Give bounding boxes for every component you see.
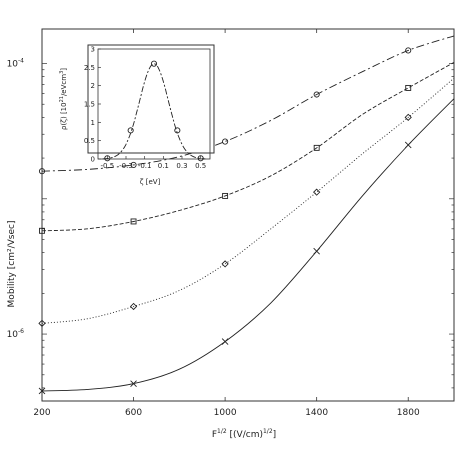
inset-y-tick-label: 3 (91, 46, 95, 54)
series-3-line (41, 77, 455, 324)
inset-y-tick-label: 2 (91, 82, 95, 90)
series-2-point (130, 218, 137, 225)
main-axis-ticks: 200 600 1000 1400 1800 10-6 10-4 (7, 29, 454, 418)
inset-series-line (102, 63, 206, 160)
inset-frame (87, 44, 215, 154)
y-axis-title: Mobility [cm²/Vsec] (7, 221, 17, 308)
inset-x-tick-label: 0.5 (195, 162, 206, 170)
x-tick-label: 1400 (305, 408, 328, 418)
inset-x-tick-label: -0.1 (138, 162, 152, 170)
inset-series-point (150, 60, 158, 67)
x-tick-label: 1000 (214, 408, 237, 418)
inset-x-tick-label: 0.1 (158, 162, 169, 170)
series-3-point (313, 188, 321, 196)
series-2-point (313, 144, 320, 151)
inset-y-axis-title: ρ(ζ) [1021/eVcm3] (59, 68, 68, 130)
x-tick-label: 1800 (397, 408, 420, 418)
series-4-point (130, 380, 137, 387)
series-3-point (129, 302, 138, 311)
inset-series-point (197, 155, 204, 162)
series-1-point (405, 47, 412, 54)
inset-x-axis-title: ζ [eV] (140, 178, 161, 186)
series-1-point (38, 168, 46, 175)
y-tick-label: 10-4 (7, 58, 25, 70)
series-4-point (221, 338, 229, 345)
series-2-line (41, 62, 455, 232)
inset-series-point (127, 127, 134, 134)
inset-x-tick-label: -0.5 (100, 162, 114, 170)
series-3-point (38, 319, 46, 327)
inset-series-point (104, 155, 111, 162)
x-tick-label: 200 (33, 408, 50, 418)
inset-x-tick-label: -0.3 (119, 162, 133, 170)
series-1-line (41, 35, 455, 172)
series-1-point (222, 138, 229, 145)
plot-frame (41, 28, 455, 402)
inset-y-tick-label: 0 (91, 156, 95, 164)
inset-y-tick-label: 1.5 (84, 101, 95, 109)
series-2-point (405, 84, 412, 91)
inset-y-tick-label: 1 (91, 119, 95, 127)
series-1-point (313, 91, 320, 98)
svg-text:F1/2 [(V/cm)1/2]: F1/2 [(V/cm)1/2] (212, 428, 276, 440)
y-tick-label: 10-6 (7, 328, 25, 340)
series-4-point (38, 387, 46, 395)
x-axis-title: F1/2 [(V/cm)1/2] (212, 428, 276, 440)
series-4-point (313, 247, 320, 255)
inset-y-tick-label: 0.5 (84, 137, 95, 145)
series-4-point (404, 141, 412, 149)
inset-series-group (102, 60, 206, 162)
series-2-point (222, 192, 229, 199)
inset-y-tick-label: 2.5 (84, 64, 95, 72)
x-tick-label: 600 (125, 408, 142, 418)
series-2-point (39, 227, 45, 234)
series-3-point (221, 260, 229, 268)
inset-x-tick-label: 0.3 (176, 162, 187, 170)
main-series-group (38, 35, 455, 395)
series-1-point (130, 161, 137, 168)
series-3-point (404, 113, 412, 121)
inset-axis-ticks: -0.5 -0.3 -0.1 0.1 0.3 0.5 0 0.5 1 1.5 2 2.5 3 (84, 46, 211, 170)
inset-series-point (174, 127, 181, 134)
series-4-line (41, 98, 455, 392)
